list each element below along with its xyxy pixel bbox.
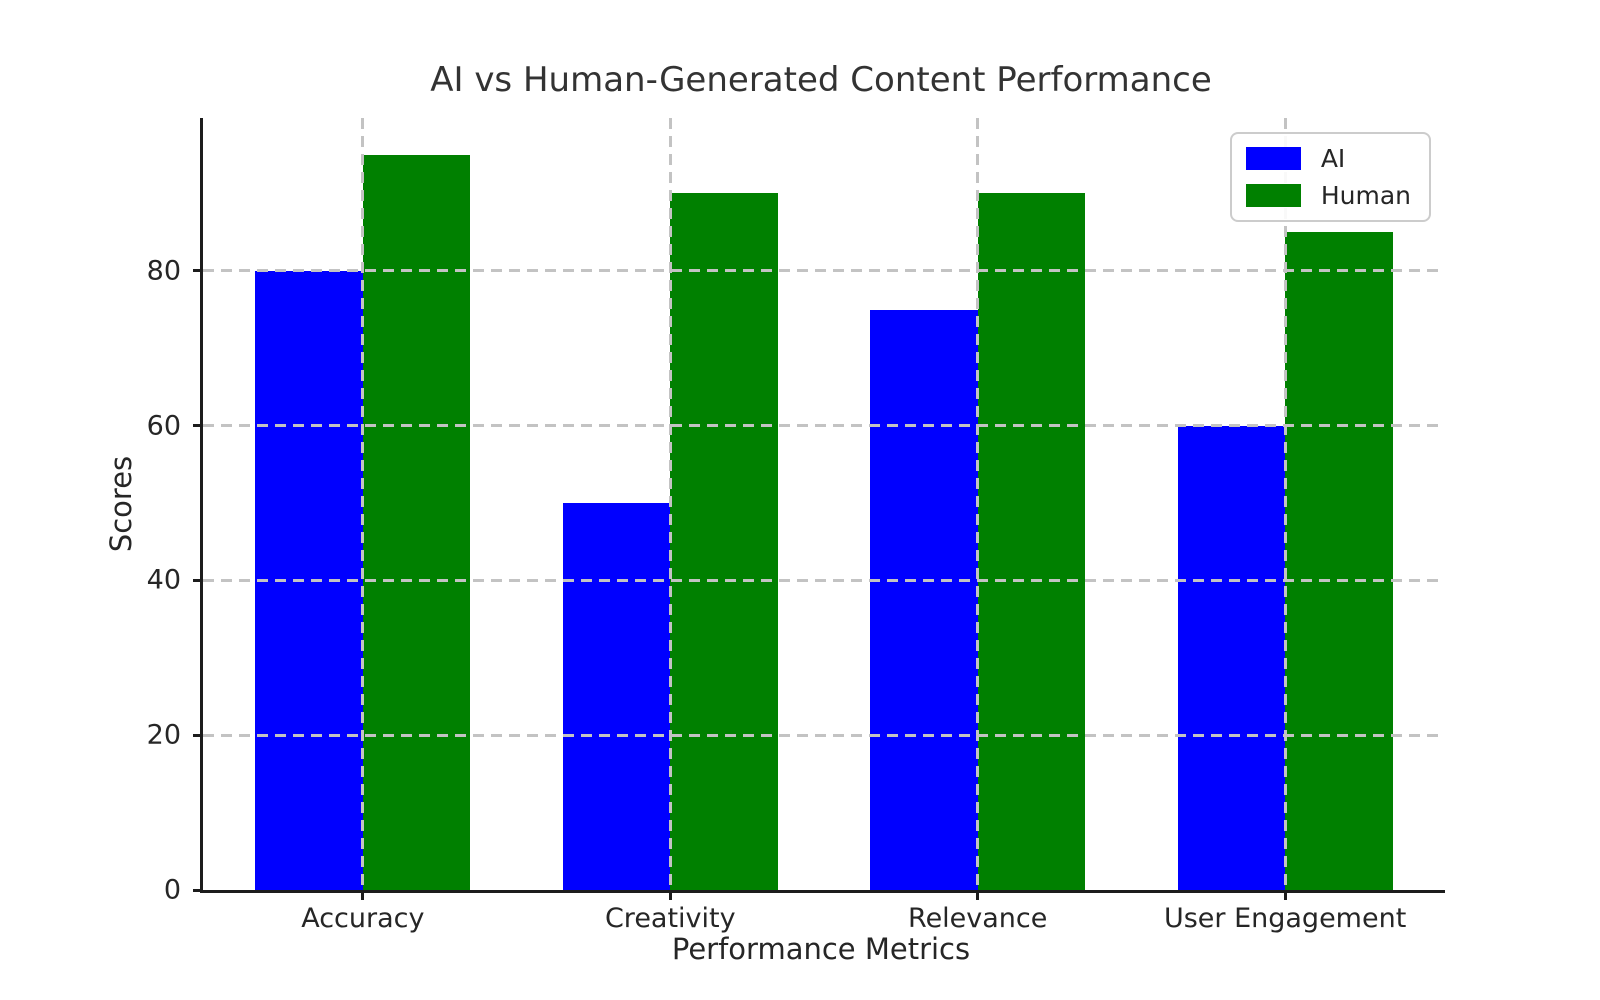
legend-item-human: Human [1245,181,1411,210]
gridline-horizontal [203,733,1445,737]
y-tick-mark [193,733,203,737]
bar-human-relevance [977,193,1086,890]
y-tick-mark [193,888,203,892]
bar-ai-user-engagement [1177,425,1286,890]
bar-human-creativity [670,193,778,890]
gridline-vertical [361,118,365,890]
plot-area: AI Human 0 20 40 60 80 Accuracy Creativity Relev… [147,118,1445,932]
x-tick-label-accuracy: Accuracy [301,903,425,934]
chart-title: AI vs Human-Generated Content Performanc… [430,60,1212,100]
y-tick-label: 20 [146,719,181,751]
gridline-horizontal [203,578,1445,582]
x-tick-mark [1283,890,1287,900]
x-tick-label-user-engagement: User Engagement [1163,903,1407,934]
legend-label-human: Human [1320,181,1411,210]
bar-ai-creativity [562,503,671,890]
x-tick-mark [976,890,980,900]
gridline-horizontal [203,269,1445,273]
human-legend-swatch [1245,184,1301,207]
x-axis-title: Performance Metrics [671,932,971,966]
gridline-vertical [668,118,672,890]
y-tick-mark [193,578,203,582]
gridline-horizontal [203,424,1445,428]
y-tick-label: 60 [146,410,181,442]
gridline-vertical [976,118,980,890]
x-tick-label-relevance: Relevance [908,903,1048,934]
legend: AI Human [1229,132,1431,222]
y-axis-title: Scores [104,455,138,553]
ai-legend-swatch [1245,147,1301,170]
bar-human-accuracy [362,154,471,890]
gridline-vertical [1283,118,1287,890]
bar-ai-relevance [870,309,978,890]
y-tick-label: 0 [163,874,181,906]
y-tick-mark [193,424,203,428]
x-tick-mark [361,890,365,900]
legend-label-ai: AI [1320,144,1346,173]
y-tick-label: 40 [146,564,181,596]
y-tick-mark [193,269,203,273]
x-tick-mark [668,890,672,900]
legend-item-ai: AI [1245,144,1411,173]
y-tick-label: 80 [146,255,181,287]
x-tick-label-creativity: Creativity [604,903,736,934]
bar-human-user-engagement [1285,232,1393,890]
